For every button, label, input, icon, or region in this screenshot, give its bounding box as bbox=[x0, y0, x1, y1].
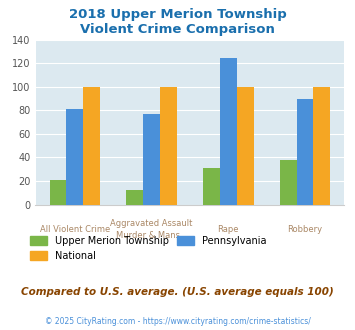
Text: Rape: Rape bbox=[218, 225, 239, 234]
Bar bbox=[203, 168, 220, 205]
Bar bbox=[237, 87, 253, 205]
Bar bbox=[143, 114, 160, 205]
Bar bbox=[160, 87, 177, 205]
Text: All Violent Crime: All Violent Crime bbox=[40, 225, 110, 234]
Text: Murder & Mans...: Murder & Mans... bbox=[116, 231, 187, 240]
Bar bbox=[296, 99, 313, 205]
Legend: Upper Merion Township, National, Pennsylvania: Upper Merion Township, National, Pennsyl… bbox=[30, 236, 267, 261]
Text: Aggravated Assault: Aggravated Assault bbox=[110, 219, 193, 228]
Bar bbox=[313, 87, 330, 205]
Text: Robbery: Robbery bbox=[288, 225, 323, 234]
Bar bbox=[50, 180, 66, 205]
Bar bbox=[280, 160, 296, 205]
Bar bbox=[66, 109, 83, 205]
Text: 2018 Upper Merion Township
Violent Crime Comparison: 2018 Upper Merion Township Violent Crime… bbox=[69, 8, 286, 36]
Text: Compared to U.S. average. (U.S. average equals 100): Compared to U.S. average. (U.S. average … bbox=[21, 287, 334, 297]
Bar bbox=[220, 58, 237, 205]
Text: © 2025 CityRating.com - https://www.cityrating.com/crime-statistics/: © 2025 CityRating.com - https://www.city… bbox=[45, 317, 310, 326]
Bar bbox=[126, 190, 143, 205]
Bar bbox=[83, 87, 100, 205]
